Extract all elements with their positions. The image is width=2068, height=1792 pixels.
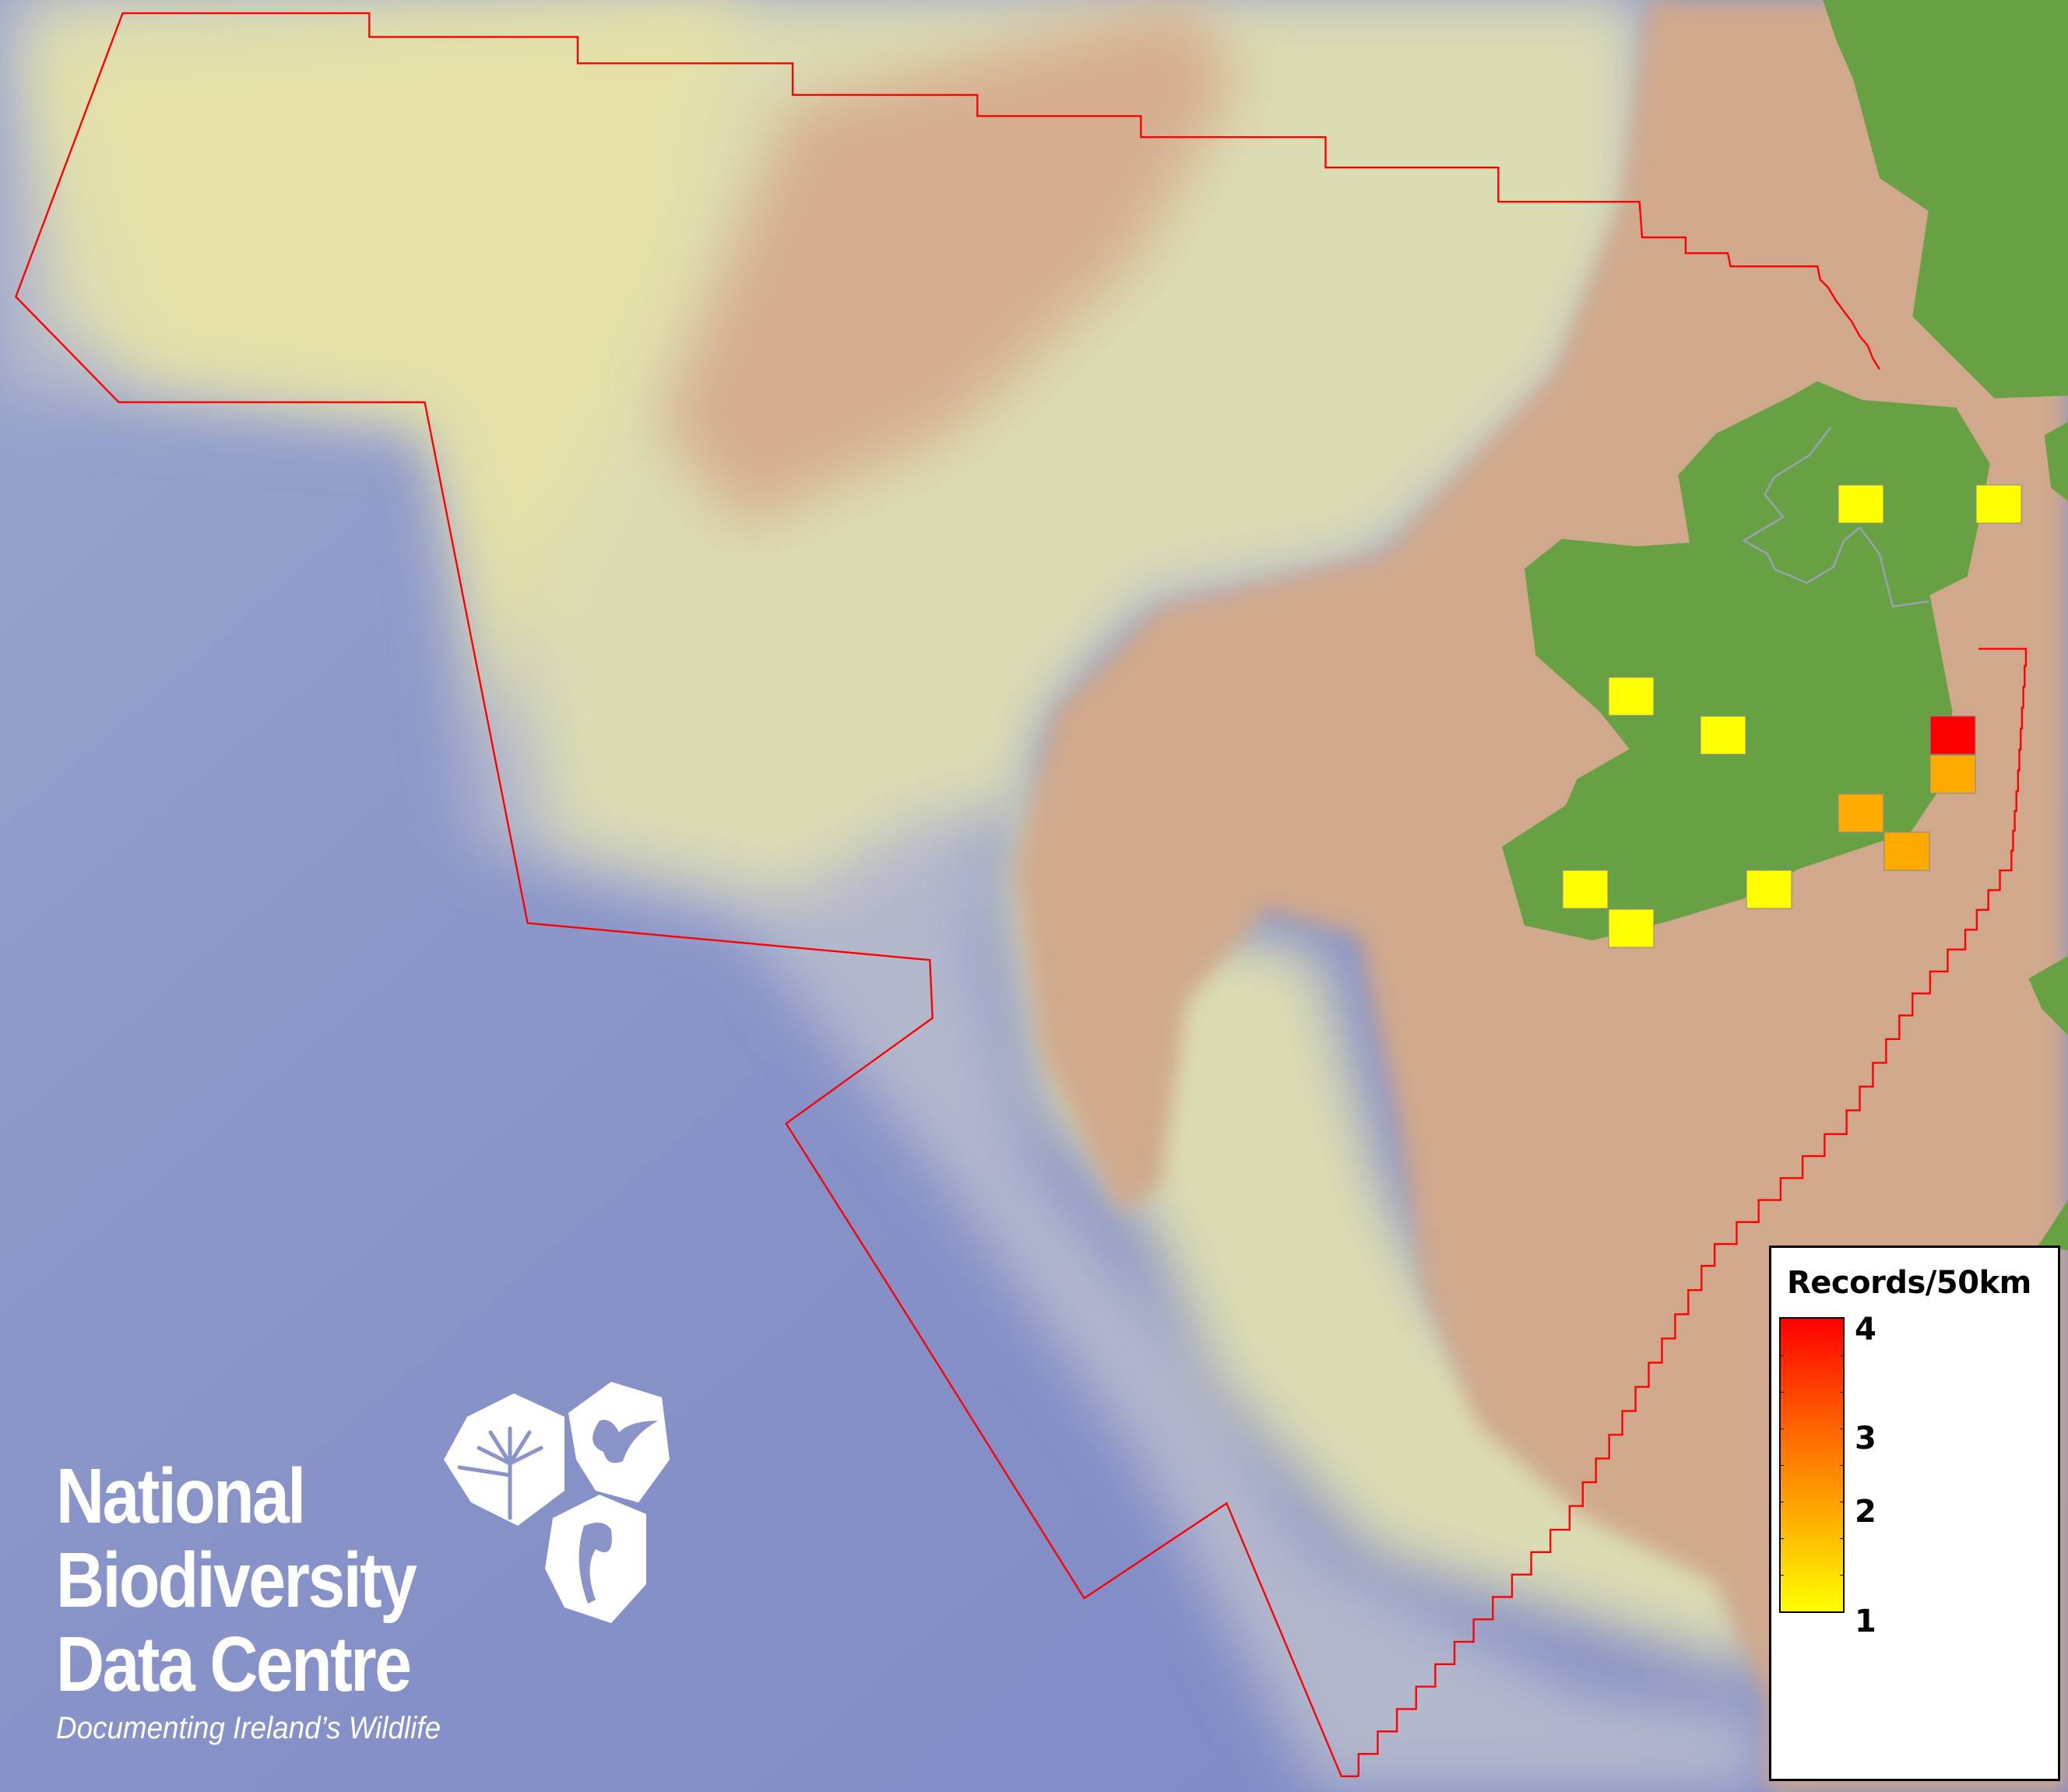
legend-title: Records/50km bbox=[1787, 1265, 2031, 1301]
legend-tick-2: 2 bbox=[1855, 1494, 1876, 1530]
record-square[interactable] bbox=[1746, 870, 1792, 909]
logo-line-2: Biodiversity bbox=[56, 1537, 417, 1624]
logo-line-3: Data Centre bbox=[56, 1621, 412, 1708]
shelf-brown-north bbox=[659, 0, 1240, 528]
logo-tagline: Documenting Ireland’s Wildlife bbox=[56, 1711, 441, 1745]
legend-tick-1: 1 bbox=[1855, 1604, 1876, 1639]
logo-mark bbox=[444, 1382, 670, 1623]
shelf-yellow bbox=[39, 0, 739, 739]
record-square[interactable] bbox=[1929, 715, 1976, 755]
scotland bbox=[1823, 0, 2068, 399]
record-square[interactable] bbox=[1700, 715, 1746, 755]
record-square[interactable] bbox=[1608, 908, 1655, 948]
legend-tick-3: 3 bbox=[1855, 1421, 1876, 1456]
legend-tick-4: 4 bbox=[1855, 1312, 1876, 1348]
legend: Records/50km 4 3 2 1 bbox=[1769, 1246, 2060, 1781]
nbdc-logo: National Biodiversity Data Centre Docume… bbox=[56, 1454, 474, 1746]
ni-border bbox=[1741, 427, 1929, 608]
record-square[interactable] bbox=[1883, 831, 1930, 871]
tree-icon bbox=[444, 1393, 564, 1526]
britain-west bbox=[2044, 422, 2068, 501]
record-square[interactable] bbox=[1929, 754, 1976, 794]
boundary-west bbox=[14, 12, 1880, 1778]
record-square[interactable] bbox=[1975, 484, 2022, 524]
record-square[interactable] bbox=[1838, 793, 1884, 833]
record-square[interactable] bbox=[1838, 484, 1884, 524]
butterfly-icon bbox=[568, 1382, 670, 1502]
eez-boundary bbox=[14, 12, 2028, 1778]
wales bbox=[2028, 956, 2068, 1035]
seahorse-icon bbox=[545, 1495, 646, 1623]
logo-line-1: National bbox=[56, 1453, 306, 1540]
legend-colorbar bbox=[1779, 1317, 1845, 1613]
cornwall bbox=[2038, 1200, 2068, 1250]
record-square[interactable] bbox=[1562, 870, 1609, 909]
boundary-east bbox=[1357, 648, 2028, 1776]
record-square[interactable] bbox=[1608, 676, 1655, 716]
records-layer bbox=[1562, 484, 2022, 948]
